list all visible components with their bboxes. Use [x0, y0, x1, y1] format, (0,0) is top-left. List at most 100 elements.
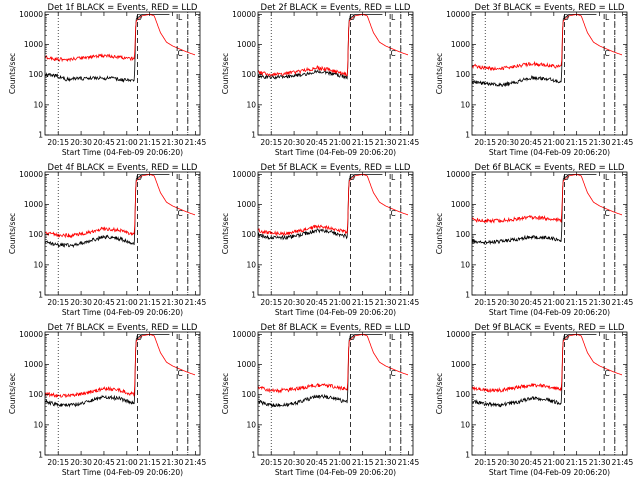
- marker-o: O: [136, 13, 142, 22]
- x-tick-label: 21:15: [352, 138, 374, 147]
- marker-c: C: [178, 49, 183, 58]
- x-tick-label: 20:15: [260, 298, 282, 307]
- x-tick-label: 21:00: [116, 458, 138, 467]
- x-axis-label: Start Time (04-Feb-09 20:06:20): [275, 308, 396, 317]
- marker-o: O: [349, 173, 355, 182]
- x-tick-label: 21:15: [352, 298, 374, 307]
- x-tick-label: 21:45: [398, 458, 420, 467]
- y-tick-label: 1000: [24, 200, 43, 209]
- events-series-line: [45, 334, 170, 408]
- events-series-line: [45, 174, 170, 249]
- lld-series-line: [258, 173, 409, 237]
- y-tick-label: 10000: [446, 10, 470, 19]
- y-axis-label: Counts/sec: [435, 53, 444, 94]
- y-tick-label: 1: [38, 451, 43, 460]
- y-axis-label: Counts/sec: [8, 213, 17, 254]
- x-tick-label: 20:45: [520, 458, 542, 467]
- y-tick-label: 100: [29, 390, 44, 399]
- lld-series-line: [258, 13, 409, 78]
- y-axis-label: Counts/sec: [221, 213, 230, 254]
- series-group: [258, 13, 409, 80]
- x-tick-label: 21:30: [589, 138, 611, 147]
- plot-frame: [471, 11, 628, 136]
- x-tick-label: 21:00: [543, 458, 565, 467]
- x-tick-label: 20:45: [93, 138, 115, 147]
- x-tick-label: 21:15: [566, 458, 588, 467]
- y-tick-label: 10: [460, 420, 470, 429]
- y-tick-label: 10000: [19, 330, 43, 339]
- x-tick-label: 21:00: [329, 458, 351, 467]
- series-group: [472, 173, 623, 246]
- y-tick-label: 10000: [232, 170, 256, 179]
- y-tick-label: 100: [456, 70, 471, 79]
- x-tick-label: 21:30: [589, 458, 611, 467]
- x-axis-label: Start Time (04-Feb-09 20:06:20): [62, 308, 183, 317]
- events-series-line: [45, 14, 170, 83]
- x-tick-label: 21:00: [329, 298, 351, 307]
- x-tick-label: 20:30: [70, 138, 92, 147]
- marker-o: O: [563, 173, 569, 182]
- y-tick-label: 10000: [446, 170, 470, 179]
- y-axis-label: Counts/sec: [221, 373, 230, 414]
- marker-c: C: [605, 49, 610, 58]
- lld-series-line: [45, 173, 196, 239]
- marker-o: O: [349, 13, 355, 22]
- marker-o: O: [349, 333, 355, 342]
- y-tick-label: 1: [251, 131, 256, 140]
- plot-frame: [257, 11, 414, 136]
- y-tick-label: 1000: [451, 40, 470, 49]
- x-axis-label: Start Time (04-Feb-09 20:06:20): [62, 148, 183, 157]
- marker-c: C: [605, 369, 610, 378]
- x-tick-label: 20:15: [260, 138, 282, 147]
- x-tick-label: 20:15: [474, 138, 496, 147]
- x-tick-label: 20:30: [497, 298, 519, 307]
- x-tick-label: 21:30: [375, 298, 397, 307]
- series-group: [258, 173, 409, 241]
- marker-o: O: [563, 13, 569, 22]
- y-tick-label: 1: [38, 291, 43, 300]
- lld-series-line: [258, 333, 409, 394]
- plot-frame: [44, 331, 201, 456]
- x-tick-label: 20:30: [70, 298, 92, 307]
- x-tick-label: 21:30: [589, 298, 611, 307]
- y-tick-label: 10: [460, 260, 470, 269]
- lld-series-line: [472, 13, 623, 72]
- y-tick-label: 10: [33, 420, 43, 429]
- x-tick-label: 20:30: [497, 458, 519, 467]
- x-tick-label: 21:15: [566, 298, 588, 307]
- y-tick-label: 1000: [237, 200, 256, 209]
- marker-c: C: [391, 49, 396, 58]
- x-tick-label: 20:15: [474, 298, 496, 307]
- series-group: [472, 13, 623, 88]
- y-axis-label: Counts/sec: [221, 53, 230, 94]
- y-tick-label: 1000: [24, 360, 43, 369]
- x-tick-label: 21:30: [375, 138, 397, 147]
- plot-frame: [257, 331, 414, 456]
- panel-title: Det 2f BLACK = Events, RED = LLD: [261, 3, 411, 13]
- series-group: [45, 173, 196, 249]
- marker-l: L: [391, 333, 396, 342]
- y-tick-label: 100: [242, 390, 257, 399]
- series-group: [45, 333, 196, 408]
- plot-frame: [471, 171, 628, 296]
- y-tick-label: 10000: [19, 170, 43, 179]
- x-axis-label: Start Time (04-Feb-09 20:06:20): [489, 468, 610, 477]
- x-tick-label: 20:45: [93, 458, 115, 467]
- x-tick-label: 21:00: [116, 298, 138, 307]
- x-tick-label: 21:45: [185, 458, 207, 467]
- marker-c: C: [605, 209, 610, 218]
- x-tick-label: 21:00: [543, 298, 565, 307]
- y-tick-label: 10000: [232, 330, 256, 339]
- plot-frame: [471, 331, 628, 456]
- y-axis-label: Counts/sec: [8, 373, 17, 414]
- events-series-line: [472, 14, 597, 88]
- marker-o: O: [563, 333, 569, 342]
- y-tick-label: 10: [246, 260, 256, 269]
- lld-series-line: [45, 13, 196, 63]
- y-tick-label: 100: [242, 230, 257, 239]
- y-tick-label: 1000: [451, 360, 470, 369]
